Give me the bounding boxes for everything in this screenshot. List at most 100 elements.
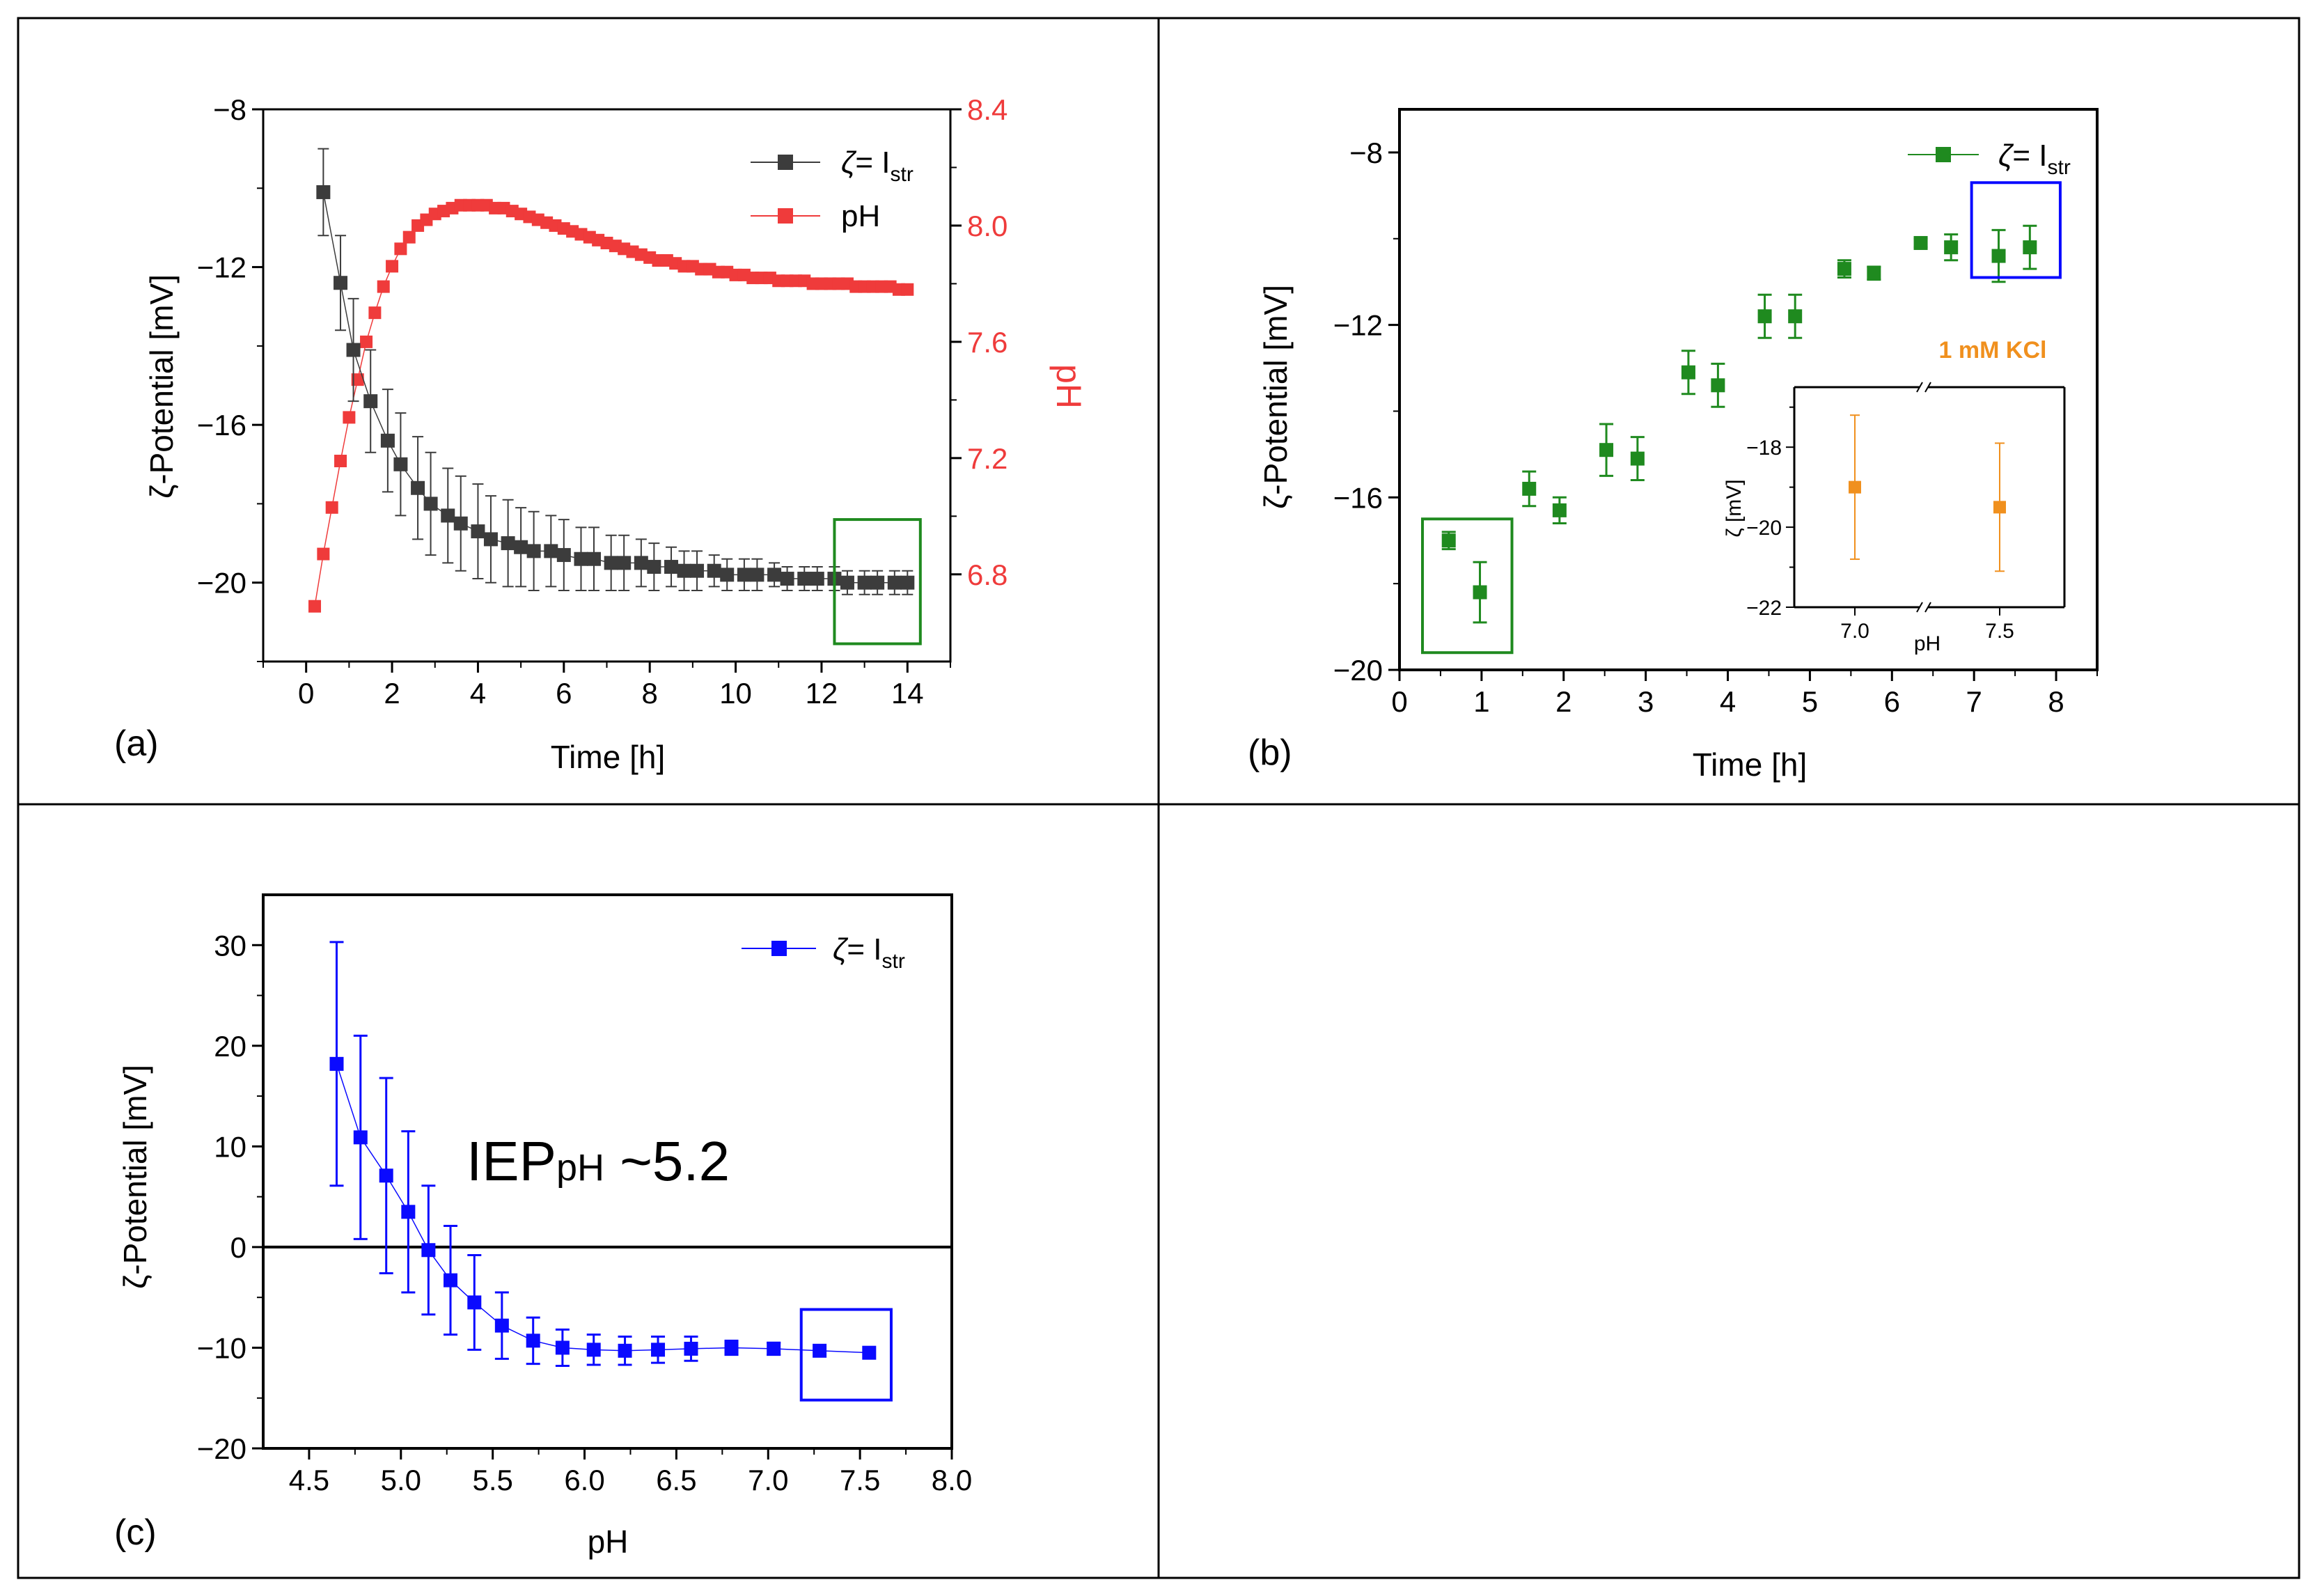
panel-a-y2tick-label: 7.6 bbox=[967, 326, 1007, 359]
panel-a-zeta-point bbox=[380, 433, 395, 448]
panel-c-xtick-label: 6.0 bbox=[564, 1464, 604, 1496]
panel-a-zeta-point bbox=[647, 560, 661, 574]
panel-a-zeta-point bbox=[707, 563, 721, 578]
panel-b-inset-ytick-label: −18 bbox=[1746, 437, 1782, 460]
panel-c-zeta-point bbox=[813, 1343, 827, 1358]
panel-a-zeta-point bbox=[363, 394, 378, 409]
panel-a-zeta-point bbox=[720, 568, 735, 582]
panel-b-zeta-point bbox=[2023, 240, 2037, 255]
panel-a-zeta-point bbox=[586, 551, 601, 566]
panel-b-axes-frame bbox=[1398, 108, 2099, 671]
panel-a-y2tick-label: 7.2 bbox=[967, 442, 1007, 475]
panel-a-zeta-point bbox=[604, 556, 618, 570]
panel-a-zeta-point bbox=[810, 572, 824, 586]
panel-b-zeta-point bbox=[1837, 262, 1851, 276]
panel-grid bbox=[17, 17, 2300, 1579]
panel-c-ytick-label: −20 bbox=[197, 1432, 246, 1465]
panel-a-ph-point bbox=[325, 501, 338, 514]
panel-c-zeta-point bbox=[651, 1343, 666, 1357]
panel-a-zeta-point bbox=[634, 556, 648, 570]
panel-a-zeta-point bbox=[526, 544, 541, 558]
panel-c-blue-box bbox=[799, 1308, 893, 1402]
panel-a-xtick-label: 10 bbox=[719, 677, 752, 710]
panel-a-zeta-point bbox=[453, 516, 468, 531]
panel-c-zeta-point bbox=[421, 1243, 436, 1258]
panel-a-ph-point bbox=[317, 547, 330, 561]
panel-b-xtick-label: 1 bbox=[1473, 685, 1489, 718]
panel-c-zeta-point bbox=[401, 1205, 416, 1219]
panel-a-chart: (a) Time [h] ζ-Potential [mV] pH ζ= Istr… bbox=[114, 93, 1088, 775]
panel-b-inset-axis-break bbox=[1924, 382, 1931, 393]
panel-a-legend: ζ= Istr pH bbox=[751, 146, 914, 233]
panel-a-y2tick-label: 8.0 bbox=[967, 210, 1007, 242]
panel-a-zeta-point bbox=[617, 556, 632, 570]
panel-b-zeta-point bbox=[1944, 240, 1959, 255]
panel-c-zeta-point bbox=[379, 1168, 393, 1183]
panel-c-xlabel: pH bbox=[588, 1524, 629, 1560]
panel-b-zeta-point bbox=[1913, 235, 1928, 250]
panel-a-zeta-point bbox=[501, 536, 515, 551]
panel-a-ytick-label: −20 bbox=[197, 567, 246, 600]
panel-a-ph-point bbox=[360, 335, 373, 348]
panel-c-ytick-label: 20 bbox=[214, 1030, 246, 1063]
panel-c-xtick-label: 4.5 bbox=[289, 1464, 329, 1496]
panel-a-xtick-label: 14 bbox=[891, 677, 924, 710]
panel-b-xtick-label: 2 bbox=[1555, 685, 1571, 718]
panel-c-legend: ζ= Istr bbox=[742, 932, 905, 973]
panel-a-zeta-point bbox=[514, 540, 528, 554]
panel-b-xtick-label: 0 bbox=[1391, 685, 1407, 718]
panel-c-zeta-point bbox=[684, 1341, 698, 1356]
panel-b-zeta-point bbox=[1991, 249, 2006, 263]
panel-a-zeta-point bbox=[316, 185, 331, 199]
panel-b-zeta-point bbox=[1441, 533, 1456, 548]
panel-b-zeta-point bbox=[1867, 266, 1881, 281]
panel-a-zeta-point bbox=[556, 548, 571, 563]
panel-b-ytick-label: −8 bbox=[1349, 136, 1383, 169]
panel-b-zeta-point bbox=[1599, 443, 1614, 457]
panel-c-zeta-point bbox=[444, 1273, 458, 1288]
panel-b-inset-ylabel: ζ [mV] bbox=[1723, 479, 1746, 537]
panel-b-xtick-label: 4 bbox=[1720, 685, 1736, 718]
panel-a-ytick-label: −12 bbox=[197, 251, 246, 284]
panel-a-zeta-point bbox=[900, 575, 915, 590]
panel-b-xtick-label: 7 bbox=[1966, 685, 1982, 718]
panel-a-legend-ph: pH bbox=[841, 199, 880, 233]
panel-c-zeta-point bbox=[494, 1318, 509, 1333]
panel-b-legend-zeta: ζ= Istr bbox=[1998, 139, 2071, 179]
panel-a-ph-point bbox=[402, 230, 416, 244]
panel-c-label: (c) bbox=[114, 1512, 157, 1553]
panel-a-xtick-label: 4 bbox=[470, 677, 486, 710]
panel-b-ylabel: ζ-Potential [mV] bbox=[1257, 285, 1294, 509]
panel-b-zeta-point bbox=[1630, 451, 1645, 466]
panel-b-ytick-label: −20 bbox=[1333, 654, 1383, 687]
panel-a-zeta-point bbox=[840, 575, 854, 590]
panel-a-ph-point bbox=[386, 260, 399, 273]
panel-c-axes-frame bbox=[262, 893, 953, 1450]
panel-a-zeta-point bbox=[334, 276, 348, 290]
panel-b-zeta-point bbox=[1552, 503, 1567, 517]
panel-c-legend-zeta: ζ= Istr bbox=[833, 932, 905, 973]
panel-a-xtick-label: 6 bbox=[556, 677, 572, 710]
panel-a-zeta-point bbox=[471, 524, 485, 539]
panel-b-inset-axis-break bbox=[1916, 602, 1923, 613]
panel-c-xtick-label: 6.5 bbox=[656, 1464, 696, 1496]
panel-a-xtick-label: 2 bbox=[384, 677, 400, 710]
panel-b-inset-point bbox=[1993, 501, 2006, 514]
panel-b-inset-ytick-label: −20 bbox=[1746, 517, 1782, 540]
panel-b-zeta-point bbox=[1711, 378, 1725, 393]
panel-a-zeta-point bbox=[393, 457, 408, 471]
panel-a-zeta-point bbox=[441, 508, 455, 523]
panel-a-zeta-point bbox=[857, 575, 872, 590]
panel-b-inset-xtick-label: 7.5 bbox=[1985, 620, 2014, 643]
panel-a-xtick-label: 8 bbox=[642, 677, 658, 710]
panel-a-y2tick-label: 8.4 bbox=[967, 93, 1007, 126]
panel-c-ytick-label: 30 bbox=[214, 929, 246, 962]
panel-a-ph-point bbox=[394, 242, 407, 256]
panel-c-zeta-point bbox=[555, 1340, 570, 1355]
panel-a-zeta-point bbox=[870, 575, 885, 590]
panel-b-inset-title: 1 mM KCl bbox=[1939, 337, 2047, 363]
panel-b-inset-xtick-label: 7.0 bbox=[1840, 620, 1869, 643]
panel-a-ytick-label: −8 bbox=[213, 93, 246, 126]
panel-b-zeta-point bbox=[1522, 481, 1537, 496]
panel-a-highlight-box bbox=[833, 518, 922, 646]
